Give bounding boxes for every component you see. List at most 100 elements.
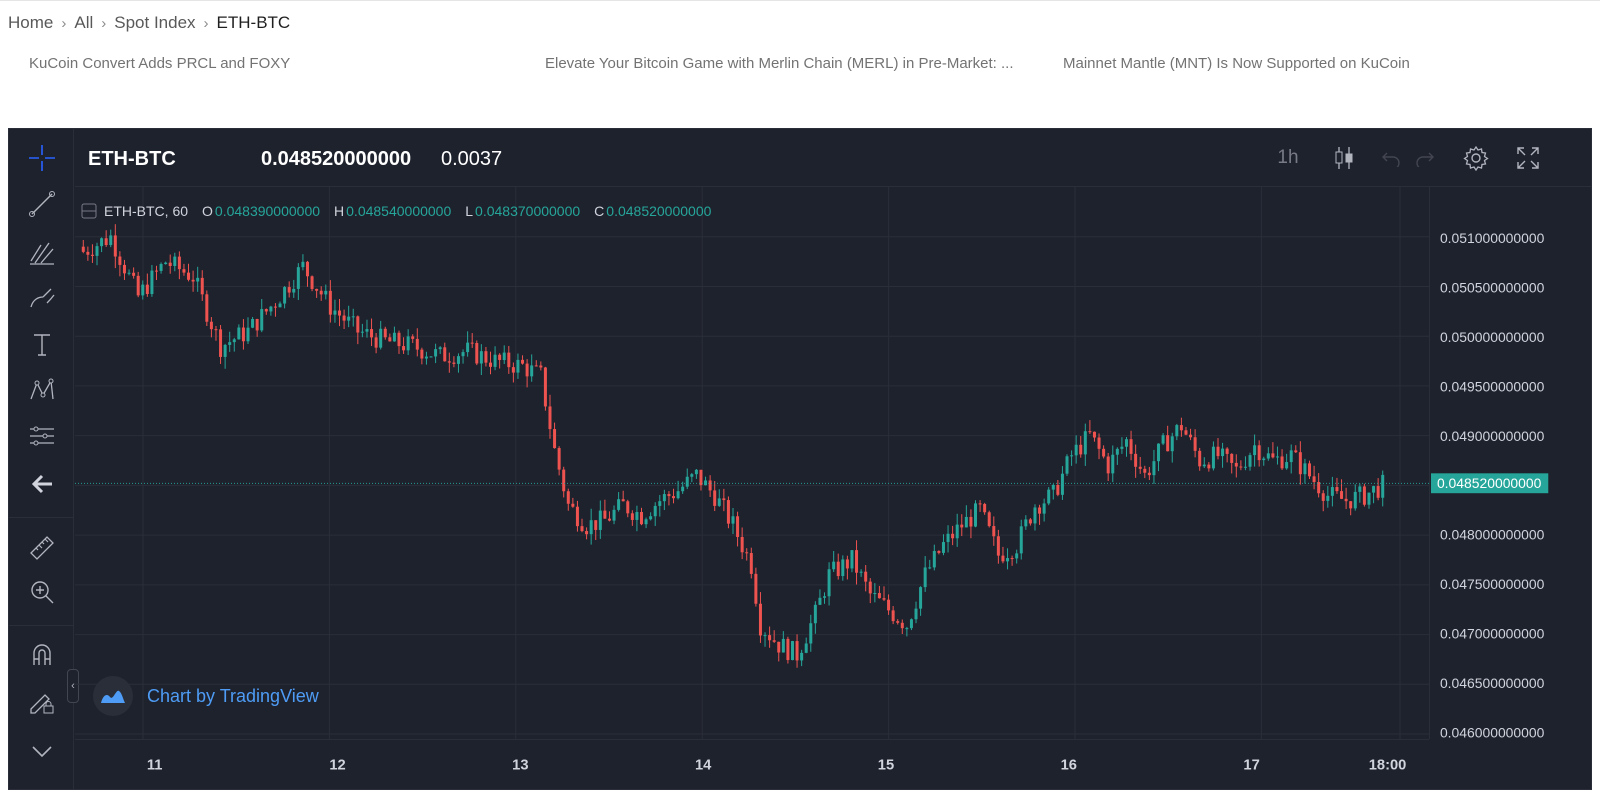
lock-draw-icon[interactable] [25,685,59,719]
brush-icon[interactable] [25,281,59,315]
candle-body [145,284,149,294]
price-axis[interactable]: 0.051000000000 0.050500000000 0.0500000000… [1429,187,1593,739]
timeframe-button[interactable]: 1h [1277,147,1299,168]
candle-body [873,593,877,595]
trend-line-icon[interactable] [25,187,59,221]
candle-body [800,652,804,661]
candle-body [1230,453,1234,463]
candle-body [543,367,547,407]
candle-body [1157,443,1161,462]
chart-header: ETH-BTC 0.048520000000 0.0037 1h [75,129,1591,187]
y-tick-label: 0.049500000000 [1440,378,1545,394]
fullscreen-icon[interactable] [1513,143,1543,173]
candle-body [754,573,758,604]
candle-body [232,339,236,343]
candle-body [251,319,255,328]
candle-body [141,284,145,296]
candle-body [338,310,342,316]
candle-body [1001,555,1005,562]
news-link-2[interactable]: Elevate Your Bitcoin Game with Merlin Ch… [545,55,1014,72]
candle-body [1070,455,1074,457]
magnet-icon[interactable] [25,637,59,671]
measure-lines-icon[interactable] [25,419,59,453]
candle-body [1028,519,1032,524]
text-icon[interactable] [25,327,59,361]
candle-body [649,516,653,520]
symbol-name[interactable]: ETH-BTC [88,148,176,170]
candle-body [1326,495,1330,501]
candle-body [424,356,428,359]
candle-body [804,643,808,653]
candle-body [964,516,968,528]
redo-icon[interactable] [1411,143,1441,173]
candle-body [191,279,195,282]
tradingview-link[interactable]: Chart by TradingView [147,685,319,706]
breadcrumb-all[interactable]: All [74,13,94,32]
candle-body [1152,461,1156,476]
candle-body [365,329,369,332]
back-arrow-icon[interactable] [25,467,59,501]
y-tick-label: 0.047500000000 [1440,576,1545,592]
candle-body [1024,519,1028,527]
candle-body [745,552,749,554]
candle-body [827,569,831,597]
candle-body [521,359,525,364]
candle-body [305,261,309,277]
gear-icon[interactable] [1461,143,1491,173]
candle-body [379,328,383,348]
candle-body [603,510,607,519]
candle-body [713,490,717,506]
y-tick-label: 0.050000000000 [1440,329,1545,345]
candle-body [1381,474,1385,498]
ruler-icon[interactable] [25,529,59,563]
candle-body [983,503,987,513]
candle-body [283,287,287,304]
news-link-3[interactable]: Mainnet Mantle (MNT) Is Now Supported on… [1063,55,1410,72]
candle-body [708,480,712,491]
candle-body [443,347,447,362]
tradingview-badge[interactable]: Chart by TradingView [93,676,319,716]
price-plot[interactable] [75,187,1429,739]
candle-body [818,597,822,605]
candle-body [187,272,191,280]
chevron-down-icon[interactable] [25,735,59,769]
candle-body [1216,446,1220,457]
candle-body [1275,456,1279,458]
candle-body [456,356,460,364]
time-axis[interactable]: 11 12 13 14 15 16 17 18:00 [75,739,1429,791]
candle-body [1038,507,1042,514]
candle-body [1330,487,1334,496]
candle-body [960,524,964,528]
breadcrumb-home[interactable]: Home [8,13,54,32]
news-link-1[interactable]: KuCoin Convert Adds PRCL and FOXY [29,55,291,72]
breadcrumb-spot-index[interactable]: Spot Index [114,13,196,32]
x-tick-label: 13 [512,757,528,773]
candle-body [1138,466,1142,469]
candle-body [841,559,845,577]
candle-body [132,272,136,276]
candle-body [351,316,355,318]
fib-icon[interactable] [25,235,59,269]
zoom-in-icon[interactable] [25,575,59,609]
candle-body [1193,437,1197,451]
pattern-icon[interactable] [25,373,59,407]
candle-body [626,501,630,514]
collapse-toolbar-button[interactable]: ‹ [67,669,79,703]
price-change: 0.0037 [441,148,503,170]
candle-body [264,309,268,312]
crosshair-icon[interactable] [25,141,59,175]
candle-body [255,319,259,331]
legend-toggle-icon[interactable] [80,202,98,220]
legend-close-label: C [594,203,605,219]
candle-body [1189,434,1193,438]
candle-body [1060,473,1064,495]
candle-body [1124,439,1128,447]
undo-icon[interactable] [1375,143,1405,173]
candle-body [1308,463,1312,477]
candle-body [731,516,735,524]
candle-body [1317,482,1321,494]
candle-body [704,480,708,486]
candle-body [397,332,401,347]
candle-body [1376,486,1380,498]
candles-icon[interactable] [1329,143,1359,173]
